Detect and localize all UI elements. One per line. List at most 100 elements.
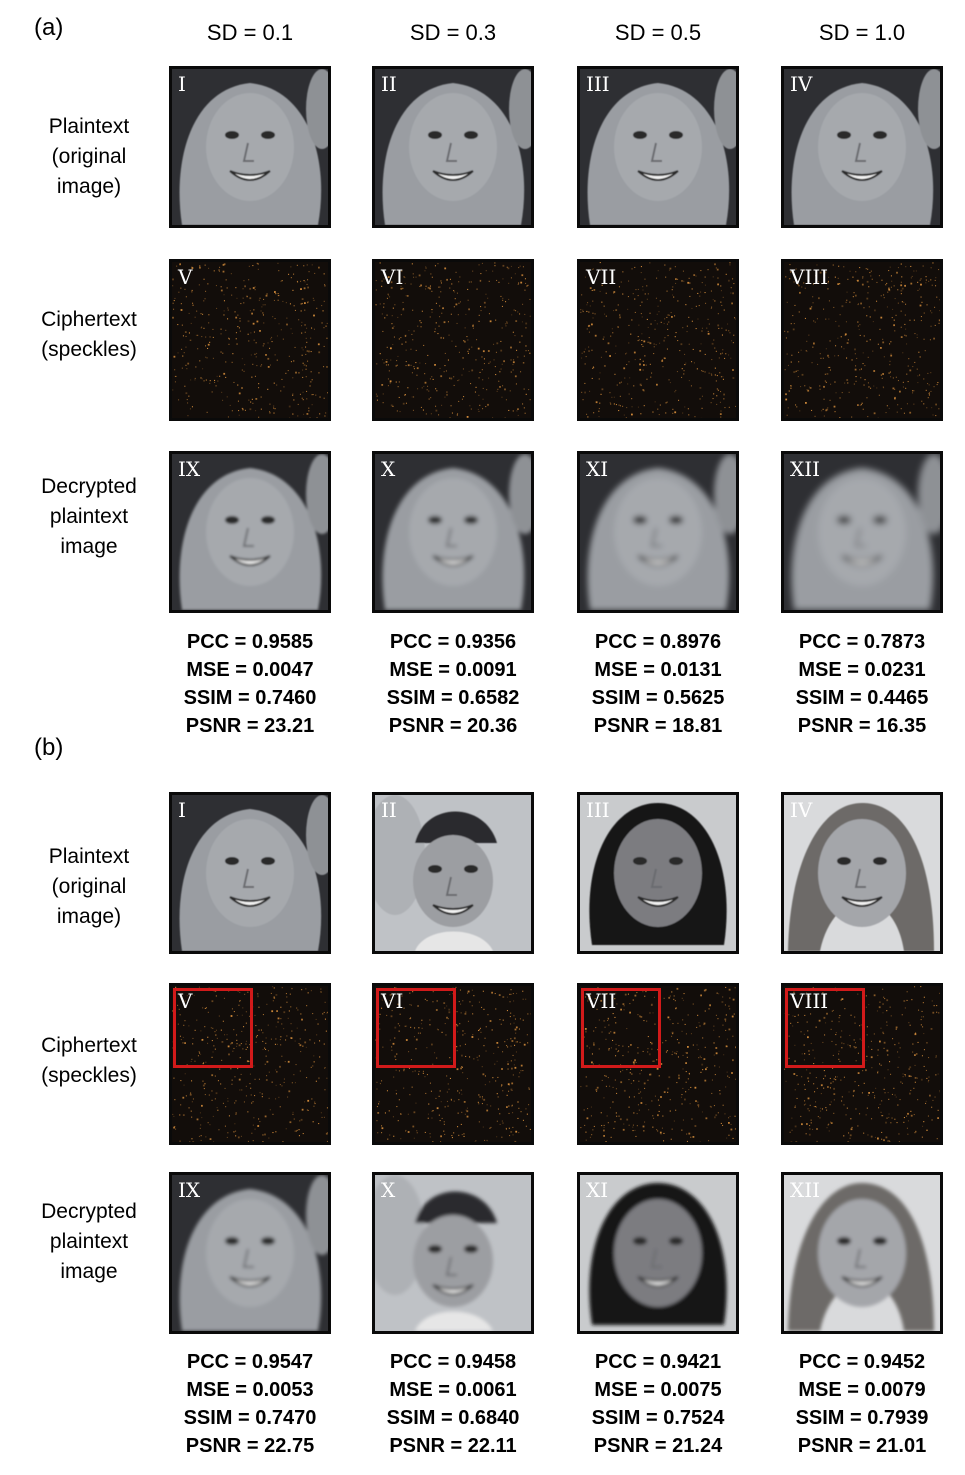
decrypted-face-image: IX [169, 1172, 331, 1334]
panel-label: (a) [34, 14, 64, 41]
metric-line: SSIM = 0.5625 [591, 687, 725, 709]
column-header: SD = 0.5 [614, 20, 702, 45]
row-label: Plaintext (original image) [48, 845, 130, 928]
metric-line: PSNR = 23.21 [185, 715, 315, 737]
column-header: SD = 0.3 [409, 20, 497, 45]
plaintext-face-image: III [577, 792, 739, 954]
region-of-interest-box [376, 988, 456, 1068]
tile-index-label: VI [381, 989, 404, 1013]
metric-line: PSNR = 20.36 [388, 715, 518, 737]
row-label: Decrypted plaintext image [41, 475, 137, 558]
ciphertext-speckle-image: V [169, 983, 331, 1145]
tile-index-label: XI [586, 1178, 609, 1202]
tile-index-label: III [586, 72, 610, 96]
decrypted-face-image: XII [781, 1172, 943, 1334]
metric-line: PSNR = 21.01 [797, 1435, 927, 1457]
tile-index-label: VII [586, 989, 617, 1013]
metric-line: SSIM = 0.4465 [795, 687, 929, 709]
plaintext-face-image: II [372, 792, 534, 954]
metrics-block: PCC = 0.9585 MSE = 0.0047 SSIM = 0.7460 PSN… [165, 628, 335, 740]
tile-index-label: IV [790, 72, 813, 96]
metrics-block: PCC = 0.8976 MSE = 0.0131 SSIM = 0.5625 PSN… [573, 628, 743, 740]
tile-index-label: IX [178, 1178, 201, 1202]
plaintext-face-image: IV [781, 66, 943, 228]
plaintext-face-image: I [169, 66, 331, 228]
metrics-block: PCC = 0.7873 MSE = 0.0231 SSIM = 0.4465 PSN… [777, 628, 947, 740]
ciphertext-speckle-image: VII [577, 983, 739, 1145]
metric-line: MSE = 0.0053 [186, 1379, 314, 1401]
metric-line: PCC = 0.9356 [389, 631, 517, 653]
metric-line: PCC = 0.9547 [186, 1351, 314, 1373]
metric-line: PSNR = 16.35 [797, 715, 927, 737]
decrypted-face-image: XII [781, 451, 943, 613]
decrypted-face-image: X [372, 1172, 534, 1334]
column-header: SD = 1.0 [818, 20, 906, 45]
tile-index-label: II [381, 72, 397, 96]
tile-index-label: VIII [790, 989, 829, 1013]
metric-line: SSIM = 0.7939 [795, 1407, 929, 1429]
ciphertext-speckle-image: VIII [781, 259, 943, 421]
tile-index-label: X [381, 457, 396, 481]
ciphertext-speckle-image: VI [372, 259, 534, 421]
metric-line: PCC = 0.7873 [798, 631, 926, 653]
column-header: SD = 0.1 [206, 20, 294, 45]
tile-index-label: XII [790, 457, 821, 481]
metric-line: MSE = 0.0231 [798, 659, 926, 681]
metric-line: SSIM = 0.6582 [386, 687, 520, 709]
row-label: Decrypted plaintext image [41, 1200, 137, 1283]
tile-index-label: VII [586, 265, 617, 289]
metrics-block: PCC = 0.9458 MSE = 0.0061 SSIM = 0.6840 PSN… [368, 1348, 538, 1460]
tile-index-label: IV [790, 798, 813, 822]
metric-line: PSNR = 18.81 [593, 715, 723, 737]
decrypted-face-image: XI [577, 1172, 739, 1334]
ciphertext-speckle-image: VII [577, 259, 739, 421]
tile-index-label: X [381, 1178, 396, 1202]
metric-line: MSE = 0.0091 [389, 659, 517, 681]
tile-index-label: VI [381, 265, 404, 289]
metric-line: PSNR = 21.24 [593, 1435, 723, 1457]
metric-line: MSE = 0.0075 [594, 1379, 722, 1401]
metric-line: PCC = 0.8976 [594, 631, 722, 653]
plaintext-face-image: IV [781, 792, 943, 954]
tile-index-label: II [381, 798, 397, 822]
row-label: Ciphertext (speckles) [41, 308, 137, 361]
metric-line: PSNR = 22.75 [185, 1435, 315, 1457]
metric-line: SSIM = 0.7460 [183, 687, 317, 709]
tile-index-label: V [178, 989, 193, 1013]
region-of-interest-box [581, 988, 661, 1068]
row-label: Ciphertext (speckles) [41, 1034, 137, 1087]
metrics-block: PCC = 0.9452 MSE = 0.0079 SSIM = 0.7939 PSN… [777, 1348, 947, 1460]
decrypted-face-image: XI [577, 451, 739, 613]
metric-line: PCC = 0.9421 [594, 1351, 722, 1373]
metric-line: PCC = 0.9585 [186, 631, 314, 653]
tile-index-label: VIII [790, 265, 829, 289]
tile-index-label: III [586, 798, 610, 822]
tile-index-label: I [178, 798, 186, 822]
region-of-interest-box [173, 988, 253, 1068]
tile-index-label: I [178, 72, 186, 96]
decrypted-face-image: IX [169, 451, 331, 613]
metric-line: MSE = 0.0061 [389, 1379, 517, 1401]
metric-line: MSE = 0.0131 [594, 659, 722, 681]
metrics-block: PCC = 0.9421 MSE = 0.0075 SSIM = 0.7524 PSN… [573, 1348, 743, 1460]
panel-label: (b) [34, 734, 64, 761]
metric-line: PSNR = 22.11 [389, 1435, 517, 1457]
decrypted-face-image: X [372, 451, 534, 613]
metric-line: MSE = 0.0047 [186, 659, 314, 681]
row-label: Plaintext (original image) [48, 115, 130, 198]
plaintext-face-image: III [577, 66, 739, 228]
plaintext-face-image: II [372, 66, 534, 228]
metric-line: SSIM = 0.6840 [386, 1407, 520, 1429]
metrics-block: PCC = 0.9356 MSE = 0.0091 SSIM = 0.6582 PSN… [368, 628, 538, 740]
metric-line: SSIM = 0.7470 [183, 1407, 317, 1429]
ciphertext-speckle-image: VIII [781, 983, 943, 1145]
metric-line: MSE = 0.0079 [798, 1379, 926, 1401]
metric-line: SSIM = 0.7524 [591, 1407, 725, 1429]
metric-line: PCC = 0.9452 [798, 1351, 926, 1373]
metric-line: PCC = 0.9458 [389, 1351, 517, 1373]
tile-index-label: IX [178, 457, 201, 481]
plaintext-face-image: I [169, 792, 331, 954]
metrics-block: PCC = 0.9547 MSE = 0.0053 SSIM = 0.7470 PSN… [165, 1348, 335, 1460]
ciphertext-speckle-image: VI [372, 983, 534, 1145]
tile-index-label: XII [790, 1178, 821, 1202]
